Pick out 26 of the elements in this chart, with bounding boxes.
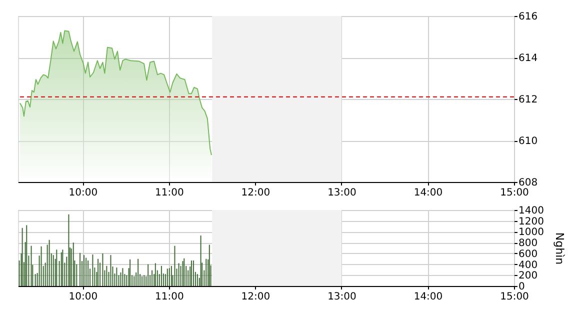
x-tick-label: 13:00 bbox=[328, 292, 356, 302]
y-tick-label: 612 bbox=[518, 94, 538, 106]
y-axis-title: Nghìn bbox=[552, 232, 566, 265]
x-tick-label: 11:00 bbox=[155, 292, 184, 302]
x-tick-label: 12:00 bbox=[241, 188, 270, 198]
y-tick-label: 616 bbox=[518, 12, 538, 22]
y-tick-label: 200 bbox=[518, 270, 538, 282]
x-tick-label: 13:00 bbox=[328, 188, 356, 198]
y-tick-label: 1200 bbox=[518, 216, 544, 228]
y-tick-label: 0 bbox=[518, 282, 525, 292]
y-tick-label: 1000 bbox=[518, 227, 544, 238]
y-tick-label: 600 bbox=[518, 248, 538, 260]
y-tick-label: 800 bbox=[518, 238, 538, 250]
y-tick-label: 610 bbox=[518, 136, 538, 147]
y-tick-label: 608 bbox=[518, 178, 538, 188]
x-tick-label: 12:00 bbox=[241, 292, 270, 302]
y-tick-label: 1400 bbox=[518, 206, 544, 216]
y-tick-label: 400 bbox=[518, 260, 538, 271]
y-tick-label: 614 bbox=[518, 53, 538, 64]
x-tick-label: 11:00 bbox=[155, 188, 184, 198]
x-tick-label: 15:00 bbox=[500, 292, 529, 302]
x-tick-label: 14:00 bbox=[414, 188, 443, 198]
x-tick-label: 10:00 bbox=[68, 292, 98, 302]
x-tick-label: 15:00 bbox=[500, 188, 529, 198]
x-tick-label: 14:00 bbox=[414, 292, 443, 302]
x-tick-label: 10:00 bbox=[68, 188, 98, 198]
